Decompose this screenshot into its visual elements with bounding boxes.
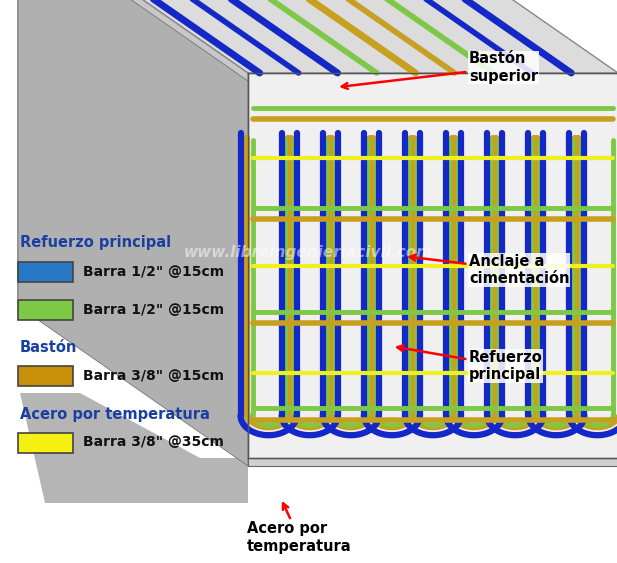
FancyBboxPatch shape	[18, 432, 73, 453]
Polygon shape	[248, 73, 617, 458]
Text: Bastón
superior: Bastón superior	[342, 51, 538, 89]
Polygon shape	[18, 0, 248, 466]
FancyBboxPatch shape	[18, 300, 73, 319]
Text: Barra 1/2" @15cm: Barra 1/2" @15cm	[83, 302, 224, 316]
FancyBboxPatch shape	[18, 366, 73, 386]
FancyBboxPatch shape	[18, 261, 73, 282]
Polygon shape	[18, 0, 617, 73]
Polygon shape	[18, 0, 248, 458]
Text: Refuerzo
principal: Refuerzo principal	[397, 345, 543, 382]
Text: Acero por
temperatura: Acero por temperatura	[247, 503, 352, 554]
Text: Anclaje a
cimentación: Anclaje a cimentación	[410, 254, 569, 287]
Text: Refuerzo principal: Refuerzo principal	[20, 235, 171, 251]
Text: Acero por temperatura: Acero por temperatura	[20, 406, 210, 422]
Text: Barra 3/8" @15cm: Barra 3/8" @15cm	[83, 369, 224, 383]
Text: Bastón: Bastón	[20, 340, 77, 355]
Polygon shape	[20, 393, 248, 503]
Text: www.libreingenieriacivil.com: www.libreingenieriacivil.com	[183, 245, 433, 261]
Text: Barra 1/2" @15cm: Barra 1/2" @15cm	[83, 265, 224, 279]
Text: Barra 3/8" @35cm: Barra 3/8" @35cm	[83, 436, 224, 449]
Polygon shape	[248, 458, 617, 466]
